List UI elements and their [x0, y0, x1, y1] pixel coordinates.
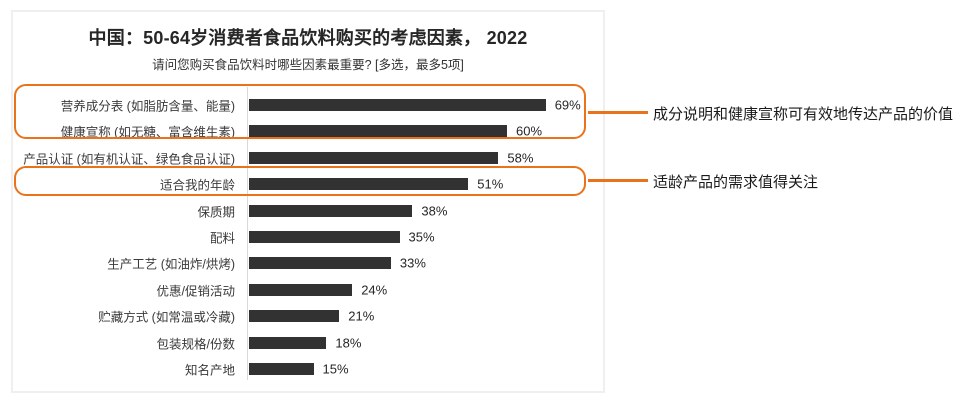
- chart-row: 贮藏方式 (如常温或冷藏) 21%: [13, 303, 603, 329]
- category-label: 产品认证 (如有机认证、绿色食品认证): [23, 152, 235, 167]
- value-label: 33%: [399, 255, 426, 271]
- bar: [249, 363, 314, 375]
- value-label: 18%: [335, 335, 362, 351]
- bar: [249, 125, 507, 138]
- connector-line-2: [588, 179, 648, 182]
- bar: [249, 283, 353, 296]
- chart-row: 营养成分表 (如脂肪含量、能量) 69%: [13, 92, 603, 118]
- y-axis-line: [247, 87, 248, 380]
- bar: [249, 99, 546, 111]
- bar: [249, 257, 391, 270]
- bar: [249, 336, 327, 349]
- value-label: 21%: [348, 308, 375, 324]
- annotation-claims-value: 成分说明和健康宣称可有效地传达产品的价值: [653, 106, 954, 123]
- chart-row: 产品认证 (如有机认证、绿色食品认证) 58%: [13, 145, 603, 171]
- chart-card: 中国：50-64岁消费者食品饮料购买的考虑因素， 2022 请问您购买食品饮料时…: [11, 10, 605, 393]
- category-label: 保质期: [197, 205, 235, 220]
- chart-row: 生产工艺 (如油炸/烘烤) 33%: [13, 250, 603, 276]
- chart-row: 健康宣称 (如无糖、富含维生素) 60%: [13, 118, 603, 144]
- category-label: 健康宣称 (如无糖、富含维生素): [60, 125, 235, 140]
- value-label: 38%: [421, 203, 448, 219]
- category-label: 生产工艺 (如油炸/烘烤): [107, 257, 235, 272]
- category-label: 优惠/促销活动: [156, 284, 235, 299]
- category-label: 营养成分表 (如脂肪含量、能量): [60, 99, 235, 114]
- category-label: 包装规格/份数: [156, 337, 235, 352]
- chart-subtitle: 请问您购买食品饮料时哪些因素最重要? [多选，最多5项]: [152, 58, 464, 72]
- bar: [249, 231, 400, 243]
- value-label: 69%: [554, 97, 581, 113]
- value-label: 60%: [516, 123, 543, 139]
- value-label: 24%: [361, 282, 388, 298]
- category-label: 贮藏方式 (如常温或冷藏): [98, 310, 235, 325]
- bar: [249, 310, 340, 323]
- highlight-box-nutrition-claims: [14, 84, 586, 139]
- value-label: 51%: [477, 176, 504, 192]
- highlight-box-age-fit: [14, 166, 586, 196]
- category-label: 配料: [209, 231, 235, 246]
- bar-chart: 营养成分表 (如脂肪含量、能量) 69% 健康宣称 (如无糖、富含维生素) 60% 产品…: [13, 12, 603, 391]
- chart-row: 包装规格/份数 18%: [13, 330, 603, 356]
- bar: [249, 204, 413, 217]
- chart-row: 适合我的年龄 51%: [13, 171, 603, 197]
- category-label: 知名产地: [184, 363, 235, 378]
- bar: [249, 178, 469, 191]
- bar: [249, 151, 499, 164]
- chart-row: 保质期 38%: [13, 198, 603, 224]
- category-label: 适合我的年龄: [159, 178, 235, 193]
- chart-row: 知名产地 15%: [13, 356, 603, 382]
- chart-row: 配料 35%: [13, 224, 603, 250]
- connector-line-1: [588, 111, 648, 114]
- annotation-age-demand: 适龄产品的需求值得关注: [653, 174, 819, 191]
- value-label: 35%: [408, 229, 435, 245]
- chart-title: 中国：50-64岁消费者食品饮料购买的考虑因素， 2022: [88, 28, 528, 48]
- value-label: 15%: [322, 361, 349, 377]
- value-label: 58%: [507, 150, 534, 166]
- chart-row: 优惠/促销活动 24%: [13, 277, 603, 303]
